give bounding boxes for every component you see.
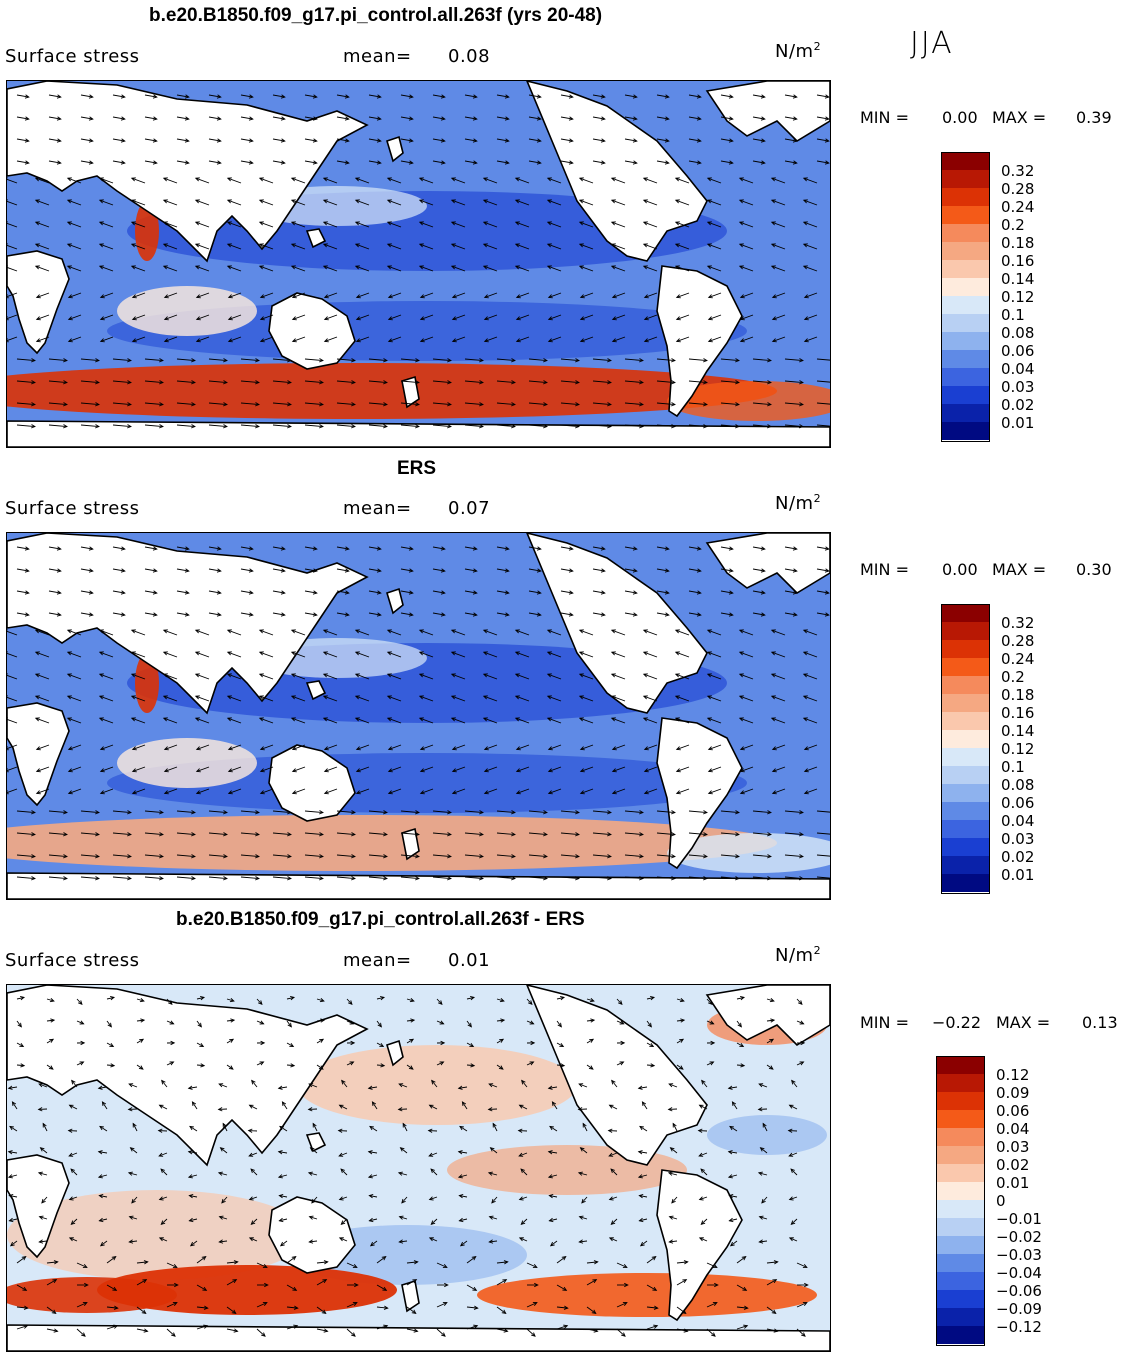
- min-label: MIN =: [860, 1013, 909, 1032]
- colorbar-tick-label: 0.03: [996, 1138, 1030, 1156]
- colorbar-tick-label: 0.1: [1001, 758, 1025, 776]
- colorbar-tick-label: 0.08: [1001, 776, 1035, 794]
- colorbar-tick-label: −0.12: [996, 1318, 1042, 1336]
- map-obs: [6, 532, 831, 900]
- colorbar-tick-label: 0.18: [1001, 686, 1035, 704]
- max-label: MAX =: [996, 1013, 1051, 1032]
- max-value: 0.13: [1082, 1013, 1118, 1032]
- colorbar-tick-label: 0.18: [1001, 234, 1035, 252]
- colorbar-tick-label: 0.03: [1001, 378, 1035, 396]
- max-label: MAX =: [992, 560, 1047, 579]
- colorbar-tick-label: 0.1: [1001, 306, 1025, 324]
- colorbar-tick-label: 0.32: [1001, 614, 1035, 632]
- map-diff: [6, 984, 831, 1352]
- colorbar-tick-label: 0.01: [1001, 414, 1035, 432]
- colorbar-tick-label: 0.04: [1001, 360, 1035, 378]
- mean-value: 0.01: [448, 950, 491, 971]
- colorbar-tick-label: 0.09: [996, 1084, 1030, 1102]
- unit-label: N/m2: [775, 492, 822, 514]
- colorbar-tick-label: 0.06: [1001, 342, 1035, 360]
- colorbar-tick-label: −0.02: [996, 1228, 1042, 1246]
- colorbar-tick-label: 0.16: [1001, 704, 1035, 722]
- panel-title-model: b.e20.B1850.f09_g17.pi_control.all.263f …: [149, 5, 603, 26]
- field-label: Surface stress: [5, 950, 140, 971]
- colorbar-frame: [941, 604, 990, 894]
- colorbar-tick-label: 0.16: [1001, 252, 1035, 270]
- colorbar-tick-label: −0.09: [996, 1300, 1042, 1318]
- map-model: [6, 80, 831, 448]
- colorbar-tick-label: 0.06: [996, 1102, 1030, 1120]
- min-label: MIN =: [860, 108, 909, 127]
- unit-label: N/m2: [775, 944, 822, 966]
- colorbar-tick-label: 0.01: [996, 1174, 1030, 1192]
- panel-title-diff: b.e20.B1850.f09_g17.pi_control.all.263f …: [176, 909, 585, 930]
- mean-value: 0.08: [448, 46, 491, 67]
- colorbar-tick-label: −0.01: [996, 1210, 1042, 1228]
- mean-value: 0.07: [448, 498, 491, 519]
- colorbar-tick-label: 0.24: [1001, 650, 1035, 668]
- colorbar-tick-label: 0.12: [1001, 288, 1035, 306]
- colorbar-tick-label: 0.02: [996, 1156, 1030, 1174]
- min-value: 0.00: [942, 108, 978, 127]
- colorbar-tick-label: 0.01: [1001, 866, 1035, 884]
- colorbar-tick-label: 0: [996, 1192, 1006, 1210]
- colorbar-tick-label: 0.32: [1001, 162, 1035, 180]
- colorbar-tick-label: 0.12: [996, 1066, 1030, 1084]
- colorbar-tick-label: −0.03: [996, 1246, 1042, 1264]
- colorbar-tick-label: 0.28: [1001, 632, 1035, 650]
- colorbar-tick-label: 0.28: [1001, 180, 1035, 198]
- colorbar-tick-label: 0.03: [1001, 830, 1035, 848]
- colorbar-frame: [941, 152, 990, 442]
- min-value: −0.22: [932, 1013, 982, 1032]
- min-label: MIN =: [860, 560, 909, 579]
- max-label: MAX =: [992, 108, 1047, 127]
- mean-label: mean=: [343, 950, 412, 971]
- max-value: 0.30: [1076, 560, 1112, 579]
- colorbar-tick-label: 0.14: [1001, 270, 1035, 288]
- colorbar-frame: [936, 1056, 985, 1346]
- max-value: 0.39: [1076, 108, 1112, 127]
- panel-title-obs: ERS: [397, 458, 437, 479]
- colorbar-tick-label: 0.14: [1001, 722, 1035, 740]
- min-value: 0.00: [942, 560, 978, 579]
- colorbar-tick-label: 0.24: [1001, 198, 1035, 216]
- field-label: Surface stress: [5, 498, 140, 519]
- colorbar-tick-label: 0.2: [1001, 216, 1025, 234]
- colorbar-tick-label: 0.12: [1001, 740, 1035, 758]
- unit-label: N/m2: [775, 40, 822, 62]
- colorbar-tick-label: 0.08: [1001, 324, 1035, 342]
- mean-label: mean=: [343, 498, 412, 519]
- colorbar-tick-label: −0.06: [996, 1282, 1042, 1300]
- colorbar-tick-label: 0.06: [1001, 794, 1035, 812]
- colorbar-tick-label: 0.02: [1001, 396, 1035, 414]
- colorbar-tick-label: 0.04: [996, 1120, 1030, 1138]
- colorbar-tick-label: 0.2: [1001, 668, 1025, 686]
- mean-label: mean=: [343, 46, 412, 67]
- colorbar-tick-label: −0.04: [996, 1264, 1042, 1282]
- season-label: JJA: [910, 26, 954, 61]
- colorbar-tick-label: 0.04: [1001, 812, 1035, 830]
- colorbar-tick-label: 0.02: [1001, 848, 1035, 866]
- field-label: Surface stress: [5, 46, 140, 67]
